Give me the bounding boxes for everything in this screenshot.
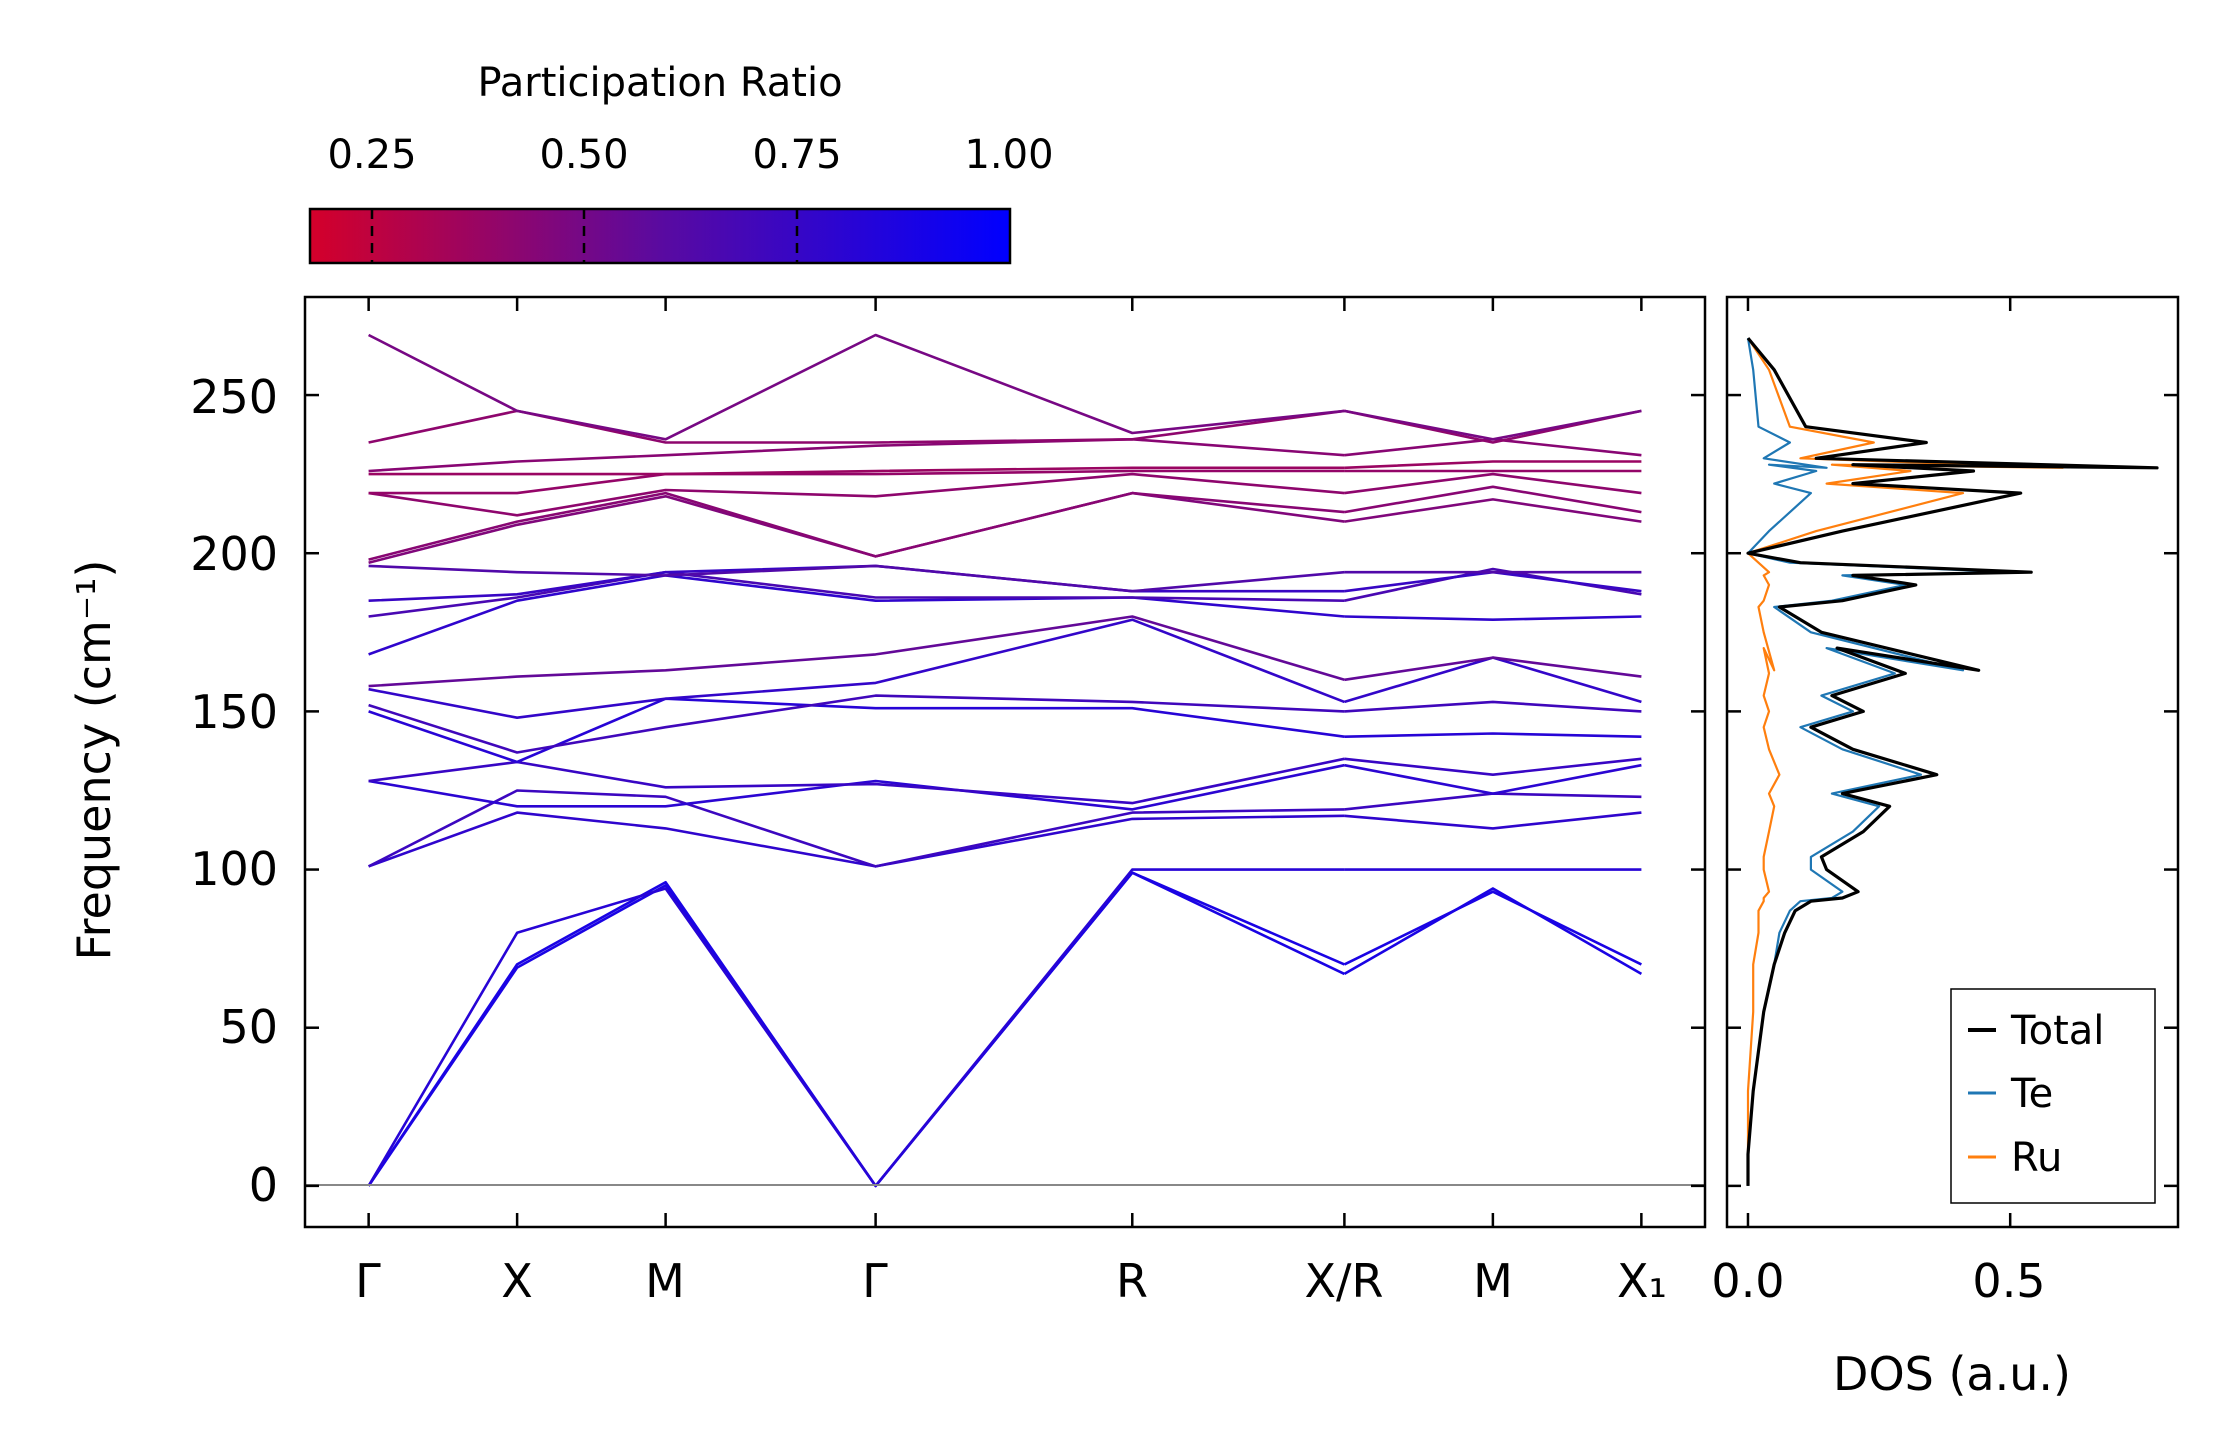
- dos-lines: [1746, 337, 2159, 1186]
- phonon-branch: [1343, 890, 1642, 966]
- legend-label: Ru: [2011, 1135, 2062, 1181]
- x-tick-label: 0.5: [1972, 1254, 2045, 1308]
- phonon-branch: [368, 438, 1345, 473]
- phonon-branch: [1344, 763, 1642, 795]
- dos-x-tick-labels: 0.0 0.5: [1711, 1254, 2045, 1308]
- path-label-m: M: [645, 1254, 685, 1308]
- phonon-branch: [1344, 409, 1642, 444]
- dos-ticks: [1727, 297, 2178, 1227]
- phonon-branch: [368, 466, 1345, 476]
- dos-series-ru: [1746, 337, 2064, 1186]
- phonon-branch: [1344, 615, 1642, 621]
- phonon-branch: [1344, 792, 1642, 811]
- path-label-gamma: Γ: [355, 1254, 381, 1308]
- dos-panel: 0.0 0.5 DOS (a.u.) Total Te Ru: [1711, 295, 2180, 1401]
- y-tick-label: 100: [190, 842, 278, 896]
- phonon-branch: [367, 868, 1345, 1188]
- dos-x-axis-label: DOS (a.u.): [1833, 1347, 2071, 1401]
- colorbar-tick-label: 1.00: [964, 132, 1053, 178]
- band-structure-panel: 0 50 100 150 200 250 Γ X M Γ R X/R M X₁ …: [67, 295, 1707, 1308]
- phonon-branch: [368, 564, 1345, 602]
- phonon-branch: [1344, 460, 1642, 470]
- phonon-branch: [1344, 732, 1642, 738]
- colorbar-tick-label: 0.50: [539, 132, 628, 178]
- phonon-branch: [368, 763, 1345, 811]
- phonon-branch: [368, 574, 1345, 656]
- y-tick-label: 50: [219, 1000, 278, 1054]
- phonon-branch: [368, 469, 1345, 495]
- phonon-branch: [1344, 757, 1642, 776]
- phonon-branch: [368, 789, 1345, 868]
- colorbar-gradient: [308, 207, 1012, 265]
- x-tick-label: 0.0: [1711, 1254, 1784, 1308]
- phonon-branch: [368, 757, 1345, 805]
- legend-label: Te: [2010, 1071, 2053, 1117]
- phonon-branch: [368, 564, 1345, 593]
- path-label-gamma: Γ: [862, 1254, 888, 1308]
- phonon-branch: [1344, 656, 1642, 704]
- dos-frame: [1725, 295, 2180, 1229]
- path-label-x1: X₁: [1617, 1254, 1667, 1308]
- phonon-branch: [1344, 485, 1642, 514]
- dos-legend: Total Te Ru: [1950, 988, 2156, 1204]
- path-label-x: X: [501, 1254, 533, 1308]
- y-tick-labels: 0 50 100 150 200 250: [190, 370, 278, 1212]
- path-label-x-r: X/R: [1305, 1254, 1384, 1308]
- phonon-branch: [368, 409, 1345, 444]
- band-ticks: [305, 297, 1705, 1227]
- phonon-branch: [367, 871, 1345, 1188]
- legend-label: Total: [2010, 1008, 2104, 1054]
- legend-item-ru: Ru: [1968, 1135, 2062, 1181]
- path-label-r: R: [1116, 1254, 1148, 1308]
- dos-series-te: [1746, 337, 2012, 1186]
- phonon-branch: [368, 333, 1345, 441]
- legend-item-te: Te: [1968, 1071, 2053, 1117]
- y-tick-label: 200: [190, 527, 278, 581]
- colorbar-title: Participation Ratio: [477, 60, 842, 106]
- phonon-branch: [368, 491, 1345, 564]
- colorbar-tick-labels: 0.25 0.50 0.75 1.00: [327, 132, 1053, 178]
- dos-series-total: [1746, 337, 2159, 1186]
- phonon-branch: [368, 472, 1345, 517]
- colorbar-ticks: [370, 209, 799, 263]
- phonon-branch: [368, 697, 1345, 764]
- phonon-branch: [367, 871, 1345, 1188]
- phonon-branch: [1344, 409, 1642, 441]
- band-lines: [367, 333, 1643, 1188]
- phonon-branch: [1344, 472, 1642, 495]
- phonon-branch: [368, 694, 1345, 754]
- phonon-branch: [368, 615, 1345, 688]
- colorbar-tick-label: 0.75: [752, 132, 841, 178]
- path-label-m: M: [1473, 1254, 1513, 1308]
- legend-item-total: Total: [1968, 1008, 2104, 1054]
- phonon-branch: [368, 491, 1345, 561]
- phonon-branch: [1344, 498, 1642, 523]
- y-tick-label: 0: [249, 1158, 278, 1212]
- phonon-branch: [1344, 700, 1642, 713]
- y-tick-label: 250: [190, 370, 278, 424]
- phonon-branch: [1343, 887, 1643, 976]
- phonon-branch: [1344, 811, 1642, 830]
- y-axis-label: Frequency (cm⁻¹): [67, 560, 121, 961]
- y-tick-label: 150: [190, 685, 278, 739]
- phonon-branch: [1344, 570, 1642, 593]
- band-structure-frame: [303, 295, 1707, 1229]
- colorbar: Participation Ratio 0.25 0.50 0.75 1.00: [308, 60, 1054, 265]
- phonon-branch: [368, 811, 1345, 868]
- phonon-branch: [368, 570, 1345, 618]
- colorbar-tick-label: 0.25: [327, 132, 416, 178]
- path-labels: Γ X M Γ R X/R M X₁: [355, 1254, 1667, 1308]
- phonon-branch: [368, 618, 1345, 719]
- phonon-branch: [1344, 656, 1642, 682]
- legend-frame: [1950, 988, 2156, 1204]
